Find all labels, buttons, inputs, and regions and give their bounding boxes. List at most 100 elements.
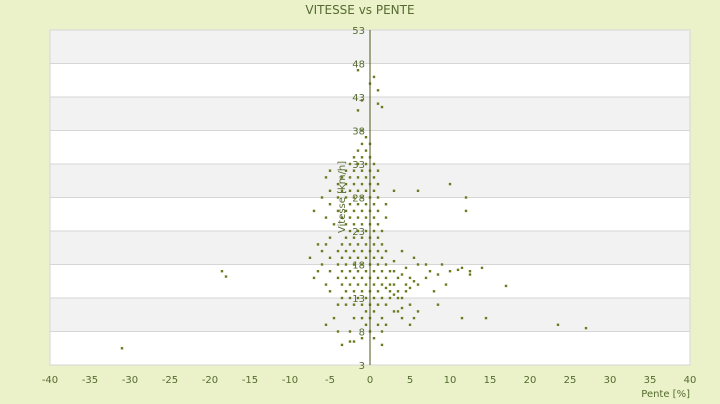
data-point (364, 189, 368, 192)
data-point (336, 303, 340, 306)
data-point (336, 249, 340, 253)
data-point (352, 263, 356, 266)
data-point (464, 209, 468, 213)
data-point (380, 316, 384, 320)
data-point (372, 189, 376, 192)
data-point (316, 243, 320, 246)
data-point (400, 273, 404, 276)
data-point (352, 182, 356, 186)
data-point (344, 209, 348, 213)
data-point (392, 283, 396, 286)
data-point (328, 270, 332, 273)
data-point (436, 273, 440, 276)
data-point (412, 280, 416, 283)
data-point (360, 303, 364, 306)
data-point (352, 276, 356, 280)
data-point (464, 196, 468, 199)
data-point (356, 69, 360, 72)
data-point (360, 196, 364, 199)
data-point (344, 236, 348, 239)
data-point (380, 296, 384, 300)
data-point (480, 266, 484, 270)
data-point (348, 243, 352, 246)
data-point (344, 169, 348, 172)
data-point (356, 189, 360, 192)
data-point (384, 216, 388, 219)
data-point (336, 263, 340, 266)
data-point (352, 290, 356, 293)
data-point (364, 136, 368, 139)
y-tick-label: 18 (352, 261, 365, 272)
data-point (448, 270, 452, 273)
y-tick-label: 43 (352, 93, 365, 104)
data-point (384, 263, 388, 266)
data-point (404, 290, 408, 293)
x-tick-label: 10 (444, 375, 457, 386)
data-point (376, 102, 380, 105)
data-point (380, 256, 384, 259)
data-point (340, 216, 344, 219)
data-point (400, 306, 404, 310)
x-tick-label: 0 (367, 375, 373, 386)
data-point (416, 283, 420, 286)
y-tick-label: 53 (352, 26, 365, 37)
data-point (360, 129, 364, 132)
data-point (340, 243, 344, 246)
data-point (340, 296, 344, 300)
data-point (344, 223, 348, 226)
data-point (360, 156, 364, 159)
data-point (348, 189, 352, 192)
data-point (352, 249, 356, 253)
data-point (384, 249, 388, 253)
y-tick-label: 28 (352, 194, 365, 205)
data-point (356, 203, 360, 206)
data-point (468, 273, 472, 276)
data-point (360, 276, 364, 280)
data-point (360, 316, 364, 320)
data-point (360, 337, 364, 340)
data-point (372, 203, 376, 206)
data-point (372, 296, 376, 300)
data-point (380, 243, 384, 246)
data-point (328, 290, 332, 293)
data-point (376, 182, 380, 186)
data-point (344, 249, 348, 253)
data-point (424, 263, 428, 266)
data-point (416, 263, 420, 266)
data-point (328, 236, 332, 239)
data-point (376, 209, 380, 213)
data-point (352, 236, 356, 239)
data-point (408, 303, 412, 306)
data-point (376, 303, 380, 306)
data-point (392, 270, 396, 273)
data-point (408, 323, 412, 326)
data-point (336, 330, 340, 333)
y-tick-label: 8 (359, 328, 365, 339)
chart-title: VITESSE vs PENTE (305, 3, 414, 17)
data-point (356, 243, 360, 246)
data-point (348, 296, 352, 300)
data-point (352, 316, 356, 320)
data-point (344, 303, 348, 306)
data-point (356, 109, 360, 112)
x-tick-label: -30 (122, 375, 138, 386)
data-point (324, 176, 328, 179)
data-point (372, 162, 376, 166)
data-point (352, 169, 356, 172)
data-point (396, 296, 400, 300)
y-tick-label: 33 (352, 160, 365, 171)
data-point (356, 270, 360, 273)
data-point (400, 316, 404, 320)
data-point (328, 189, 332, 192)
data-point (344, 196, 348, 199)
data-point (364, 310, 368, 313)
data-point (340, 270, 344, 273)
data-point (360, 290, 364, 293)
data-point (312, 209, 316, 213)
data-point (336, 209, 340, 213)
data-point (392, 293, 396, 296)
data-point (352, 196, 356, 199)
data-point (460, 316, 464, 320)
x-tick-label: -35 (82, 375, 98, 386)
